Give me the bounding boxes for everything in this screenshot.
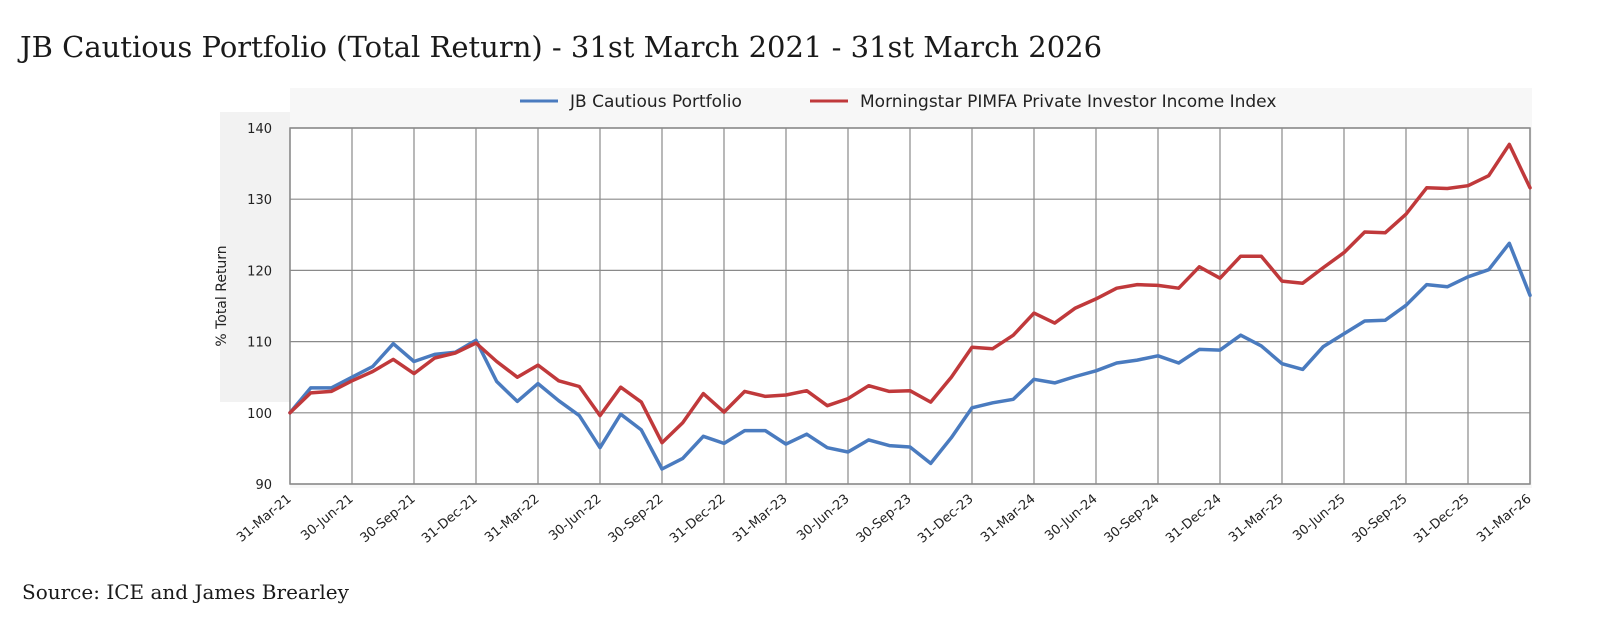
y-axis-label: % Total Return [214, 245, 230, 346]
series-line-jb-cautious-portfolio [288, 241, 1532, 471]
x-tick-label: 31-Mar-24 [978, 492, 1038, 546]
y-tick-label: 120 [247, 264, 272, 279]
x-tick-label: 30-Jun-23 [794, 492, 852, 544]
y-tick-label: 130 [247, 193, 272, 208]
x-tick-label: 31-Dec-24 [1163, 492, 1224, 547]
legend-label-morningstar-pimfa-index: Morningstar PIMFA Private Investor Incom… [860, 92, 1276, 112]
y-tick-label: 110 [247, 336, 272, 351]
x-tick-label: 30-Sep-21 [358, 492, 419, 547]
ylabel-background [220, 112, 290, 402]
x-tick-label: 30-Jun-21 [298, 492, 356, 544]
series-line-morningstar-pimfa-index [288, 142, 1532, 445]
chart-title: JB Cautious Portfolio (Total Return) - 3… [20, 30, 1103, 64]
x-tick-label: 30-Sep-25 [1350, 492, 1411, 547]
plot-border [289, 127, 1531, 485]
y-axis-tick-labels: 90 100 110 120 130 140 [247, 122, 272, 493]
x-tick-label: 30-Sep-22 [606, 492, 667, 547]
x-tick-label: 31-Dec-21 [419, 492, 480, 547]
x-tick-label: 31-Mar-25 [1226, 492, 1286, 546]
series-lines [288, 142, 1532, 471]
x-tick-label: 30-Jun-25 [1290, 492, 1348, 544]
x-tick-label: 30-Sep-23 [854, 492, 915, 547]
y-tick-label: 90 [255, 478, 272, 493]
x-tick-label: 31-Dec-22 [667, 492, 728, 547]
x-axis-tick-labels: 31-Mar-21 30-Jun-21 30-Sep-21 31-Dec-21 31-M… [234, 492, 1534, 547]
x-tick-label: 31-Mar-22 [482, 492, 542, 546]
source-note: Source: ICE and James Brearley [22, 580, 349, 604]
x-tick-label: 30-Jun-22 [546, 492, 604, 544]
x-tick-label: 31-Dec-25 [1411, 492, 1472, 547]
x-tick-label: 31-Mar-23 [730, 492, 790, 546]
legend-label-jb-cautious-portfolio: JB Cautious Portfolio [569, 92, 742, 112]
y-tick-label: 100 [247, 407, 272, 422]
x-tick-label: 30-Jun-24 [1042, 492, 1100, 544]
x-tick-label: 30-Sep-24 [1102, 492, 1163, 547]
legend: JB Cautious Portfolio Morningstar PIMFA … [520, 92, 1276, 112]
y-tick-label: 140 [247, 122, 272, 137]
x-tick-label: 31-Mar-21 [234, 492, 294, 546]
x-tick-label: 31-Mar-26 [1474, 492, 1534, 546]
x-gridlines [289, 128, 1531, 484]
x-tick-label: 31-Dec-23 [915, 492, 976, 547]
